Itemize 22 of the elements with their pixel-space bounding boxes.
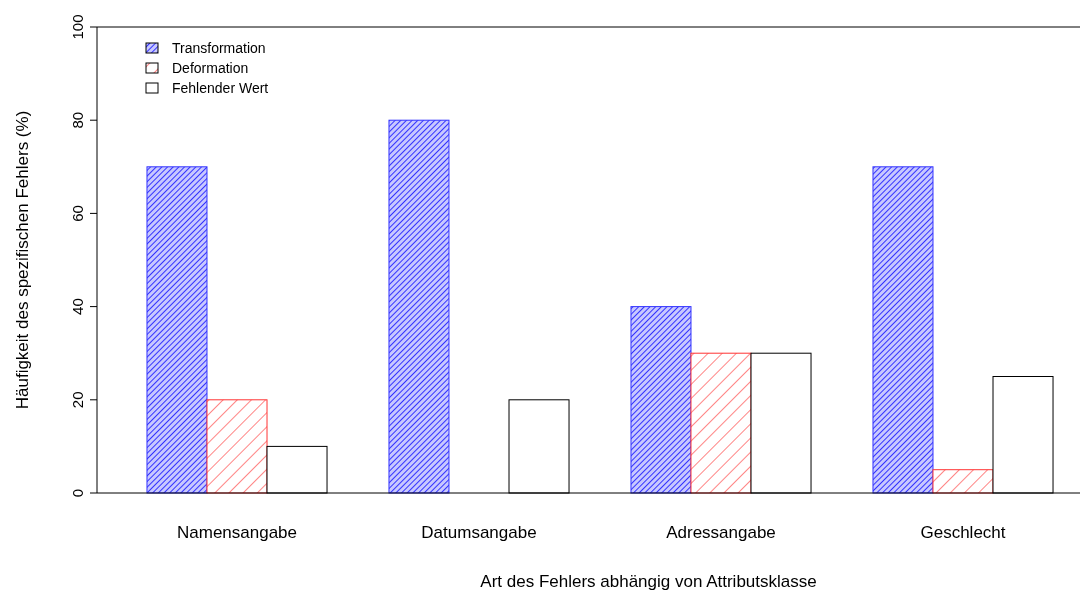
y-tick-label: 80 — [69, 111, 86, 129]
legend-label: Fehlender Wert — [172, 80, 269, 96]
y-tick-label: 60 — [69, 205, 86, 222]
bar — [630, 306, 692, 494]
bar — [206, 399, 268, 494]
legend-label: Transformation — [172, 40, 266, 56]
x-axis-title: Art des Fehlers abhängig von Attributsklasse — [480, 572, 817, 591]
y-tick-label: 20 — [69, 391, 86, 409]
bar — [872, 166, 934, 494]
y-tick-label: 0 — [69, 488, 86, 498]
bar — [932, 469, 994, 494]
y-tick-label: 40 — [69, 298, 86, 315]
bar — [690, 352, 752, 494]
x-tick-label: Geschlecht — [920, 523, 1006, 542]
x-tick-label: Namensangabe — [176, 523, 298, 542]
legend-label: Deformation — [172, 60, 249, 76]
y-tick-label: 100 — [69, 14, 86, 40]
bar — [388, 119, 450, 494]
x-tick-label: Adressangabe — [666, 523, 776, 542]
x-tick-label: Datumsangabe — [421, 523, 537, 542]
y-axis-title: Häufigkeit des spezifischen Fehlers (%) — [13, 110, 32, 410]
bar — [146, 166, 208, 494]
